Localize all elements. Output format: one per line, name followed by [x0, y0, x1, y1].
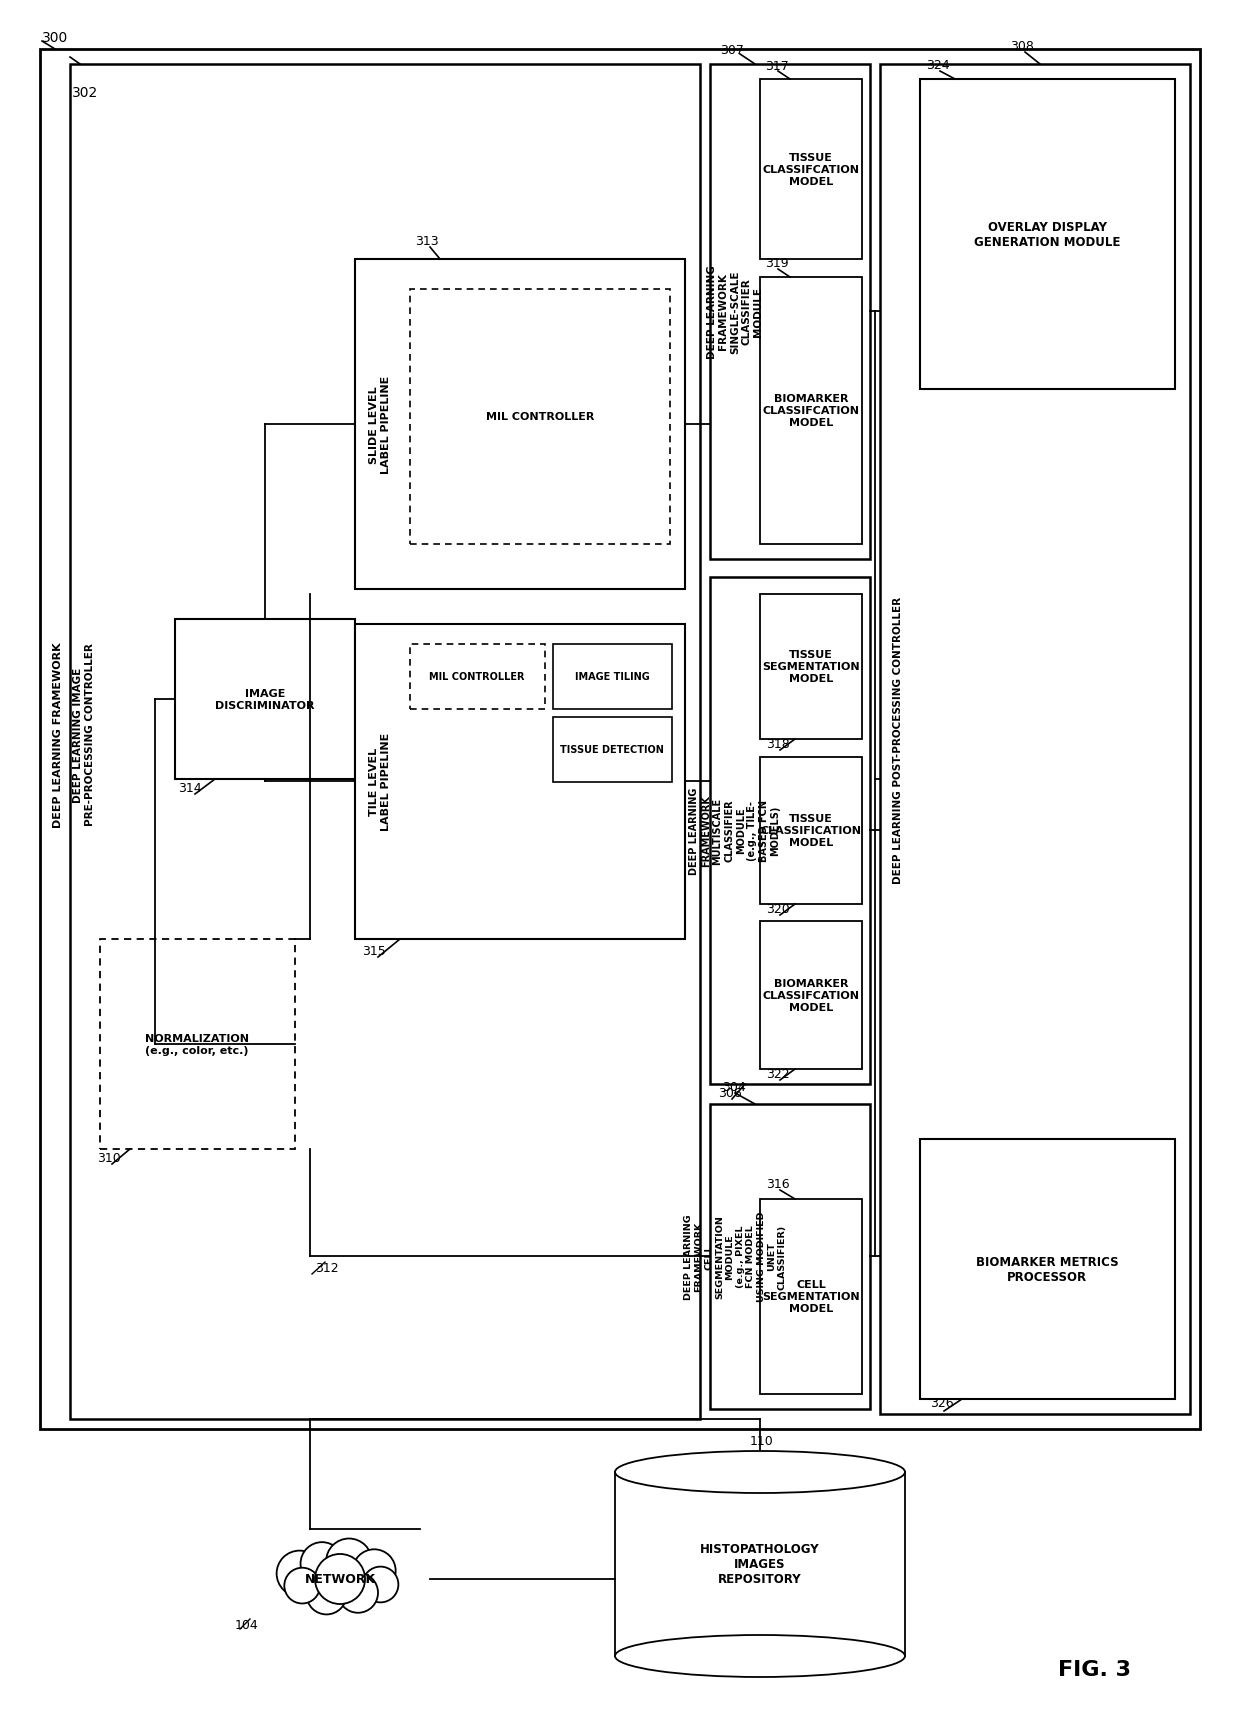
Text: 317: 317 [765, 60, 789, 74]
Text: TILE LEVEL
LABEL PIPELINE: TILE LEVEL LABEL PIPELINE [370, 732, 391, 831]
Circle shape [315, 1555, 365, 1604]
Circle shape [326, 1539, 372, 1584]
Text: MIL CONTROLLER: MIL CONTROLLER [486, 411, 594, 422]
Text: OVERLAY DISPLAY
GENERATION MODULE: OVERLAY DISPLAY GENERATION MODULE [973, 221, 1120, 249]
Ellipse shape [615, 1635, 905, 1676]
Circle shape [306, 1575, 346, 1615]
Bar [760, 595, 862, 739]
Text: BIOMARKER METRICS
PROCESSOR: BIOMARKER METRICS PROCESSOR [976, 1255, 1118, 1284]
Circle shape [362, 1567, 398, 1603]
Bar [760, 758, 862, 905]
Text: DEEP LEARNING FRAMEWORK: DEEP LEARNING FRAMEWORK [53, 641, 63, 828]
Text: 307: 307 [720, 45, 744, 57]
Bar [69, 65, 701, 1419]
Bar [410, 644, 546, 710]
Text: 304: 304 [722, 1080, 745, 1094]
Text: MIL CONTROLLER: MIL CONTROLLER [429, 672, 525, 682]
Text: 308: 308 [1011, 39, 1034, 53]
Bar [100, 939, 295, 1150]
Bar [880, 65, 1190, 1414]
Text: DEEP LEARNING IMAGE
PRE-PROCESSING CONTROLLER: DEEP LEARNING IMAGE PRE-PROCESSING CONTR… [73, 643, 94, 826]
Text: BIOMARKER
CLASSIFCATION
MODEL: BIOMARKER CLASSIFCATION MODEL [763, 394, 859, 427]
Bar [711, 578, 870, 1085]
Text: TISSUE DETECTION: TISSUE DETECTION [560, 744, 663, 754]
Text: HISTOPATHOLOGY
IMAGES
REPOSITORY: HISTOPATHOLOGY IMAGES REPOSITORY [701, 1543, 820, 1585]
Text: 315: 315 [362, 944, 386, 958]
Text: 319: 319 [765, 257, 789, 269]
Bar [615, 1472, 905, 1656]
Text: 324: 324 [926, 58, 950, 72]
Text: IMAGE TILING: IMAGE TILING [574, 672, 650, 682]
Text: 104: 104 [236, 1618, 259, 1632]
Bar [760, 81, 862, 261]
Text: 110: 110 [750, 1435, 774, 1447]
Bar [920, 1140, 1176, 1399]
Text: 314: 314 [179, 782, 202, 795]
Text: NETWORK: NETWORK [305, 1572, 376, 1585]
Bar [553, 644, 672, 710]
Bar [711, 65, 870, 560]
Text: 300: 300 [42, 31, 68, 45]
Text: IMAGE
DISCRIMINATOR: IMAGE DISCRIMINATOR [216, 689, 315, 710]
Text: BIOMARKER
CLASSIFCATION
MODEL: BIOMARKER CLASSIFCATION MODEL [763, 979, 859, 1011]
Text: DEEP LEARNING
FRAMEWORK
CELL
SEGMENTATION
MODULE
(e.g., PIXEL
FCN MODEL
USING MO: DEEP LEARNING FRAMEWORK CELL SEGMENTATIO… [683, 1212, 786, 1301]
Circle shape [284, 1568, 320, 1604]
Bar [760, 922, 862, 1070]
Bar [355, 624, 684, 939]
Text: 306: 306 [718, 1087, 742, 1099]
Bar [920, 81, 1176, 389]
Text: TISSUE
CLASSIFICATION
MODEL: TISSUE CLASSIFICATION MODEL [760, 814, 862, 847]
Bar [760, 1200, 862, 1393]
Text: 316: 316 [766, 1178, 790, 1190]
Text: 318: 318 [766, 737, 790, 751]
Text: 312: 312 [315, 1262, 339, 1274]
Text: 326: 326 [930, 1397, 954, 1409]
Bar [760, 278, 862, 545]
Text: 302: 302 [72, 86, 98, 99]
Circle shape [339, 1573, 378, 1613]
Bar [711, 1104, 870, 1409]
Ellipse shape [615, 1452, 905, 1493]
Circle shape [300, 1543, 343, 1585]
Bar [553, 718, 672, 783]
Text: 320: 320 [766, 903, 790, 915]
Text: DEEP LEARNING
FRAMEWORK
MULTISCALE
CLASSIFIER
MODULE
(e.g., TILE-
BASED FCN
MODE: DEEP LEARNING FRAMEWORK MULTISCALE CLASS… [689, 787, 781, 874]
Text: DEEP LEARNING POST-PROCESSING CONTROLLER: DEEP LEARNING POST-PROCESSING CONTROLLER [893, 596, 903, 883]
Text: 313: 313 [415, 235, 439, 249]
Text: DEEP LEARNING
FRAMEWORK
SINGLE-SCALE
CLASSIFIER
MODULE: DEEP LEARNING FRAMEWORK SINGLE-SCALE CLA… [707, 266, 763, 358]
Bar [175, 620, 355, 780]
Bar [40, 50, 1200, 1429]
Circle shape [277, 1551, 322, 1596]
Bar [355, 261, 684, 590]
Text: 310: 310 [97, 1152, 120, 1164]
Circle shape [352, 1549, 396, 1592]
Text: SLIDE LEVEL
LABEL PIPELINE: SLIDE LEVEL LABEL PIPELINE [370, 375, 391, 473]
Text: CELL
SEGMENTATION
MODEL: CELL SEGMENTATION MODEL [763, 1280, 859, 1313]
Text: FIG. 3: FIG. 3 [1059, 1659, 1131, 1680]
Text: NORMALIZATION
(e.g., color, etc.): NORMALIZATION (e.g., color, etc.) [145, 1034, 249, 1056]
Text: TISSUE
CLASSIFCATION
MODEL: TISSUE CLASSIFCATION MODEL [763, 153, 859, 187]
Text: 322: 322 [766, 1068, 790, 1080]
Bar [410, 290, 670, 545]
Text: TISSUE
SEGMENTATION
MODEL: TISSUE SEGMENTATION MODEL [763, 650, 859, 684]
